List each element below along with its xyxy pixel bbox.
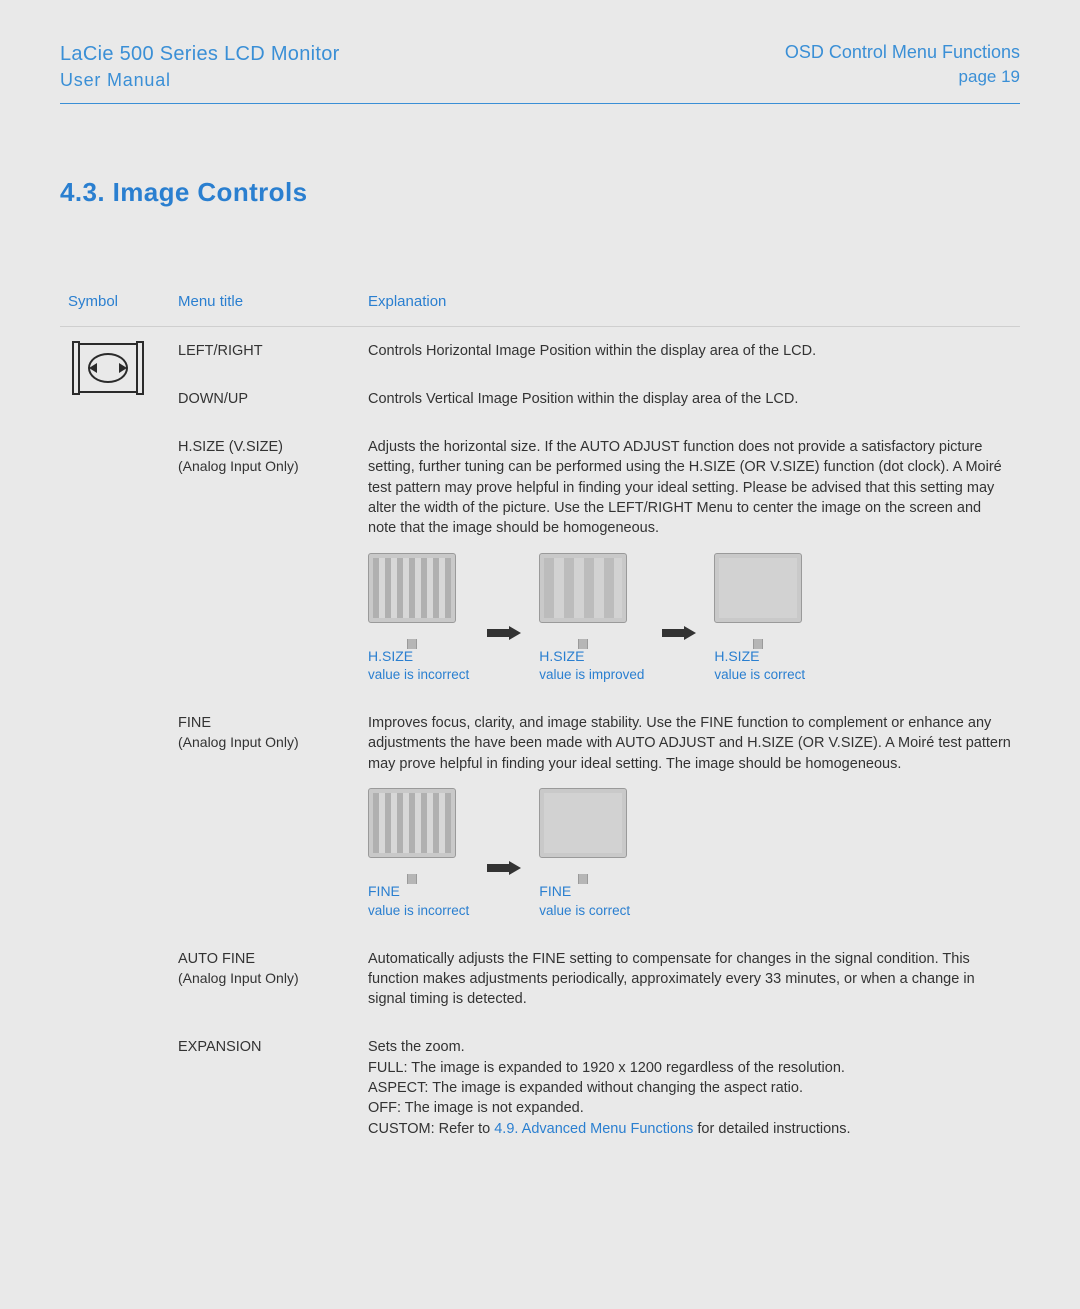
- menu-title: H.SIZE (V.SIZE) (Analog Input Only): [170, 423, 360, 699]
- row-left-right: LEFT/RIGHT Controls Horizontal Image Pos…: [60, 326, 1020, 375]
- page-number: page 19: [785, 65, 1020, 89]
- caption-title: H.SIZE: [368, 647, 413, 667]
- menu-title: DOWN/UP: [170, 375, 360, 423]
- explanation: Automatically adjusts the FINE setting t…: [360, 935, 1020, 1024]
- caption-title: FINE: [368, 882, 400, 902]
- menu-title-text: AUTO FINE: [178, 949, 352, 969]
- caption-title: H.SIZE: [714, 647, 759, 667]
- expansion-line1: Sets the zoom.: [368, 1037, 1012, 1057]
- header-left: LaCie 500 Series LCD Monitor User Manual: [60, 40, 340, 93]
- expansion-line5: CUSTOM: Refer to 4.9. Advanced Menu Func…: [368, 1119, 1012, 1139]
- row-down-up: DOWN/UP Controls Vertical Image Position…: [60, 375, 1020, 423]
- row-expansion: EXPANSION Sets the zoom. FULL: The image…: [60, 1023, 1020, 1152]
- menu-subtext: (Analog Input Only): [178, 457, 352, 477]
- caption-sub: value is correct: [539, 902, 630, 921]
- caption-title: H.SIZE: [539, 647, 584, 667]
- menu-title-text: H.SIZE (V.SIZE): [178, 437, 352, 457]
- explanation: Controls Vertical Image Position within …: [360, 375, 1020, 423]
- section-path: OSD Control Menu Functions: [785, 40, 1020, 65]
- osd-controls-table: Symbol Menu title Explanation: [60, 281, 1020, 1153]
- arrow-icon: [662, 626, 696, 640]
- row-autofine: AUTO FINE (Analog Input Only) Automatica…: [60, 935, 1020, 1024]
- header-right: OSD Control Menu Functions page 19: [785, 40, 1020, 93]
- explanation: Sets the zoom. FULL: The image is expand…: [360, 1023, 1020, 1152]
- caption-title: FINE: [539, 882, 571, 902]
- section-heading: 4.3. Image Controls: [60, 174, 1020, 210]
- caption-sub: value is incorrect: [368, 902, 469, 921]
- explanation: Adjusts the horizontal size. If the AUTO…: [360, 423, 1020, 699]
- fine-illus-incorrect: FINE value is incorrect: [368, 788, 469, 920]
- explanation: Improves focus, clarity, and image stabi…: [360, 699, 1020, 934]
- expansion-l5a: CUSTOM: Refer to: [368, 1121, 494, 1137]
- hsize-illustration-row: H.SIZE value is incorrect H.SIZE value i…: [368, 553, 1012, 685]
- manual-page: LaCie 500 Series LCD Monitor User Manual…: [0, 0, 1080, 1193]
- symbol-cell: [60, 326, 170, 1153]
- arrow-icon: [487, 626, 521, 640]
- row-fine: FINE (Analog Input Only) Improves focus,…: [60, 699, 1020, 934]
- page-header: LaCie 500 Series LCD Monitor User Manual…: [60, 40, 1020, 104]
- hsize-illus-improved: H.SIZE value is improved: [539, 553, 644, 685]
- cross-ref-link[interactable]: 4.9. Advanced Menu Functions: [494, 1121, 693, 1137]
- explanation-text: Improves focus, clarity, and image stabi…: [368, 713, 1012, 774]
- caption-sub: value is improved: [539, 666, 644, 685]
- menu-title: AUTO FINE (Analog Input Only): [170, 935, 360, 1024]
- expansion-l5b: for detailed instructions.: [693, 1121, 850, 1137]
- hsize-illus-correct: H.SIZE value is correct: [714, 553, 805, 685]
- product-title: LaCie 500 Series LCD Monitor: [60, 40, 340, 68]
- image-controls-icon: [78, 343, 138, 393]
- expansion-line2: FULL: The image is expanded to 1920 x 12…: [368, 1058, 1012, 1078]
- menu-title: EXPANSION: [170, 1023, 360, 1152]
- expansion-line4: OFF: The image is not expanded.: [368, 1098, 1012, 1118]
- menu-subtext: (Analog Input Only): [178, 969, 352, 989]
- hsize-illus-incorrect: H.SIZE value is incorrect: [368, 553, 469, 685]
- col-symbol: Symbol: [60, 281, 170, 327]
- col-explanation: Explanation: [360, 281, 1020, 327]
- row-hsize: H.SIZE (V.SIZE) (Analog Input Only) Adju…: [60, 423, 1020, 699]
- caption-sub: value is correct: [714, 666, 805, 685]
- caption-sub: value is incorrect: [368, 666, 469, 685]
- fine-illustration-row: FINE value is incorrect FINE value is co…: [368, 788, 1012, 920]
- doc-type: User Manual: [60, 68, 340, 93]
- fine-illus-correct: FINE value is correct: [539, 788, 630, 920]
- arrow-icon: [487, 861, 521, 875]
- menu-title-text: FINE: [178, 713, 352, 733]
- col-menu: Menu title: [170, 281, 360, 327]
- explanation-text: Adjusts the horizontal size. If the AUTO…: [368, 437, 1012, 538]
- menu-title: LEFT/RIGHT: [170, 326, 360, 375]
- menu-title: FINE (Analog Input Only): [170, 699, 360, 934]
- explanation: Controls Horizontal Image Position withi…: [360, 326, 1020, 375]
- menu-subtext: (Analog Input Only): [178, 733, 352, 753]
- expansion-line3: ASPECT: The image is expanded without ch…: [368, 1078, 1012, 1098]
